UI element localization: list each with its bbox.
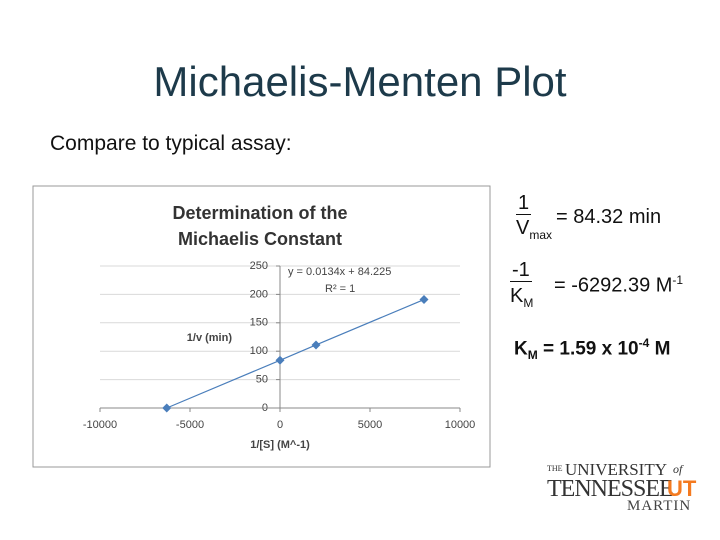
rhs-sup: -1 [672,273,684,287]
equation-denominator: Vmax [516,217,552,242]
equation-denominator: KM [510,285,533,310]
slide-title: Michaelis-Menten Plot [153,58,567,105]
x-tick-label: 0 [277,419,283,431]
logo-campus: MARTIN [627,498,692,514]
x-tick-label: 5000 [358,419,382,431]
x-tick-label: -5000 [176,419,204,431]
unit: M [654,338,671,360]
equation-rhs: = 84.32 min [556,206,662,228]
logo-university: UNIVERSITY [565,460,667,479]
equation-rhs: = -6292.39 M-1 [554,273,683,298]
denominator: V [516,217,530,239]
data-point [311,340,321,350]
data-point [419,295,429,305]
equation-numerator: -1 [510,259,532,282]
result: KM = 1.59 x 10-4 M [514,336,670,362]
denominator-sub: M [523,296,534,310]
y-tick-label: 50 [256,374,268,386]
data-point [162,403,172,413]
equation-numerator: 1 [516,192,532,215]
rhs: = -6292.39 M [554,274,673,297]
chart-title: Determination of the Michaelis Constant [172,203,348,249]
numerator: -1 [510,259,532,282]
logo: THE UNIVERSITY of TENNESSEE UT MARTIN [547,460,697,514]
x-axis-title: 1/[S] (M^-1) [250,439,310,451]
y-tick-label: 200 [250,288,268,300]
subtitle: Compare to typical assay: [50,132,292,155]
symbol: K [514,338,528,360]
numerator: 1 [516,192,532,215]
logo-the: THE [547,464,563,473]
y-tick-label: 100 [250,345,268,357]
chart-frame [32,185,491,468]
data-point [275,355,285,365]
logo-of: of [673,462,683,476]
symbol-sub: M [527,348,538,363]
result-text: = 1.59 x 10 [543,338,639,360]
trend-line [166,298,425,409]
logo-ut: UT [667,476,697,501]
x-tick-label: 10000 [445,419,476,431]
exponent: -4 [638,336,650,350]
denominator-sub: max [529,228,553,242]
y-tick-label: 150 [250,317,268,329]
logo-tennessee: TENNESSEE [547,476,674,502]
annotation: R² = 1 [325,283,355,295]
y-tick-label: 250 [250,260,268,272]
denominator: K [510,285,524,307]
annotation: y = 0.0134x + 84.225 [288,266,391,278]
x-tick-label: -10000 [83,419,117,431]
y-axis-title: 1/v (min) [187,332,233,344]
